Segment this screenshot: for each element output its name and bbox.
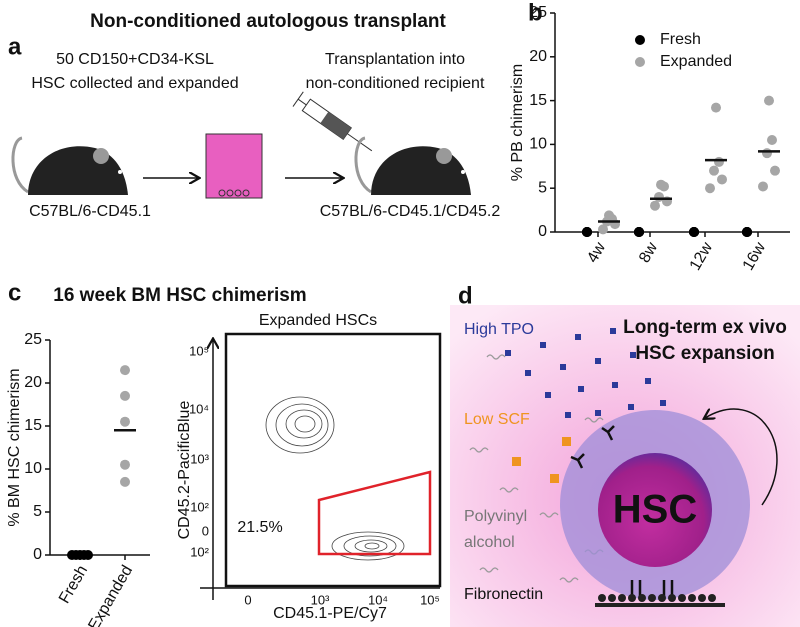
point: [83, 550, 93, 560]
x-tick-label: Expanded: [85, 563, 136, 627]
strain-label: C57BL/6-CD45.1/CD45.2: [320, 203, 501, 220]
legend-marker: [635, 35, 645, 45]
point: [705, 183, 715, 194]
point: [770, 165, 780, 176]
y-tick-label: 25: [529, 4, 547, 21]
panel-label: b: [528, 0, 543, 26]
text: 50 CD150+CD34-KSL: [56, 51, 214, 68]
point: [654, 191, 664, 202]
point: [120, 459, 130, 470]
panel-label: d: [458, 282, 473, 309]
x-tick-label: 4w: [584, 239, 609, 266]
y-tick-label: 5: [538, 179, 547, 196]
y-tick-label: 15: [529, 92, 547, 109]
panel-title: Non-conditioned autologous transplant: [90, 11, 446, 32]
point: [650, 200, 660, 211]
y-tick-label: 10: [529, 136, 547, 153]
panel-title: HSC expansion: [635, 343, 774, 364]
point: [742, 227, 752, 237]
x-tick-label: 10⁴: [368, 592, 388, 607]
x-tick-label: 0: [244, 592, 251, 607]
panel-d: d HSC Long-term ex vivo HSC expansion Hi…: [450, 282, 800, 627]
flow-title: Expanded HSCs: [259, 312, 377, 329]
x-tick-label: 8w: [636, 239, 661, 266]
label-tpo: High TPO: [464, 321, 534, 338]
panel-title: Long-term ex vivo: [623, 317, 787, 338]
point: [764, 95, 774, 106]
y-tick-label: 0: [33, 546, 42, 563]
culture-well: [205, 133, 263, 199]
y-tick-label: 10: [24, 460, 42, 477]
y-tick-label: 5: [33, 503, 42, 520]
point: [604, 210, 614, 221]
point: [582, 227, 592, 237]
y-tick-label: 10²: [190, 544, 209, 559]
legend-marker: [635, 57, 645, 67]
y-tick-label: 10³: [190, 451, 209, 466]
strain-label: C57BL/6-CD45.1: [29, 203, 151, 220]
point: [758, 181, 768, 192]
syringe: [292, 91, 373, 152]
y-tick-label: 15: [24, 417, 42, 434]
point: [120, 390, 130, 401]
point: [120, 416, 130, 427]
x-tick-label: 10⁵: [420, 592, 440, 607]
panel-a: a Non-conditioned autologous transplant …: [8, 11, 500, 220]
mouse-donor: [11, 136, 128, 195]
panel-label: c: [8, 279, 21, 306]
x-tick-label: 12w: [687, 239, 717, 273]
point: [120, 476, 130, 487]
x-axis-label: CD45.1-PE/Cy7: [273, 605, 387, 622]
point: [656, 179, 666, 190]
flow-plot: Expanded HSCs 21.5% 0 10³ 10⁴ 10⁵ 10⁵ 10…: [176, 312, 442, 622]
cell-label: HSC: [613, 488, 697, 532]
legend-label: Fresh: [660, 31, 701, 48]
y-tick-label: 20: [24, 374, 42, 391]
gate-label: 21.5%: [237, 519, 282, 536]
y-tick-label: 25: [24, 331, 42, 348]
mouse-recipient: [354, 136, 471, 195]
point: [717, 174, 727, 185]
y-tick-label: 10⁴: [189, 401, 209, 416]
text: Transplantation into: [325, 51, 465, 68]
point: [767, 135, 777, 146]
text: HSC collected and expanded: [31, 75, 238, 92]
label-fibronectin: Fibronectin: [464, 586, 543, 603]
point: [634, 227, 644, 237]
y-tick-label: 0: [538, 223, 547, 240]
point: [709, 165, 719, 176]
point: [120, 365, 130, 376]
x-tick-label: Fresh: [56, 563, 91, 607]
label-pva: Polyvinyl: [464, 508, 527, 525]
y-tick-label: 10⁵: [189, 343, 209, 358]
legend-label: Expanded: [660, 53, 732, 70]
y-axis-label: % BM HSC chimerism: [6, 368, 23, 526]
point: [762, 148, 772, 159]
label-pva: alcohol: [464, 534, 515, 551]
label-scf: Low SCF: [464, 411, 530, 428]
point: [689, 227, 699, 237]
y-tick-label: 0: [202, 523, 209, 538]
point: [598, 224, 608, 235]
y-axis-label: CD45.2-PacificBlue: [176, 401, 193, 540]
panel-label: a: [8, 33, 22, 60]
text: non-conditioned recipient: [306, 75, 485, 92]
y-tick-label: 10²: [190, 499, 209, 514]
y-axis-label: % PB chimerism: [509, 64, 526, 181]
point: [714, 156, 724, 167]
y-tick-label: 20: [529, 48, 547, 65]
chart-title: 16 week BM HSC chimerism: [53, 285, 306, 306]
x-tick-label: 10³: [311, 592, 330, 607]
point: [711, 102, 721, 113]
x-tick-label: 16w: [740, 239, 770, 273]
